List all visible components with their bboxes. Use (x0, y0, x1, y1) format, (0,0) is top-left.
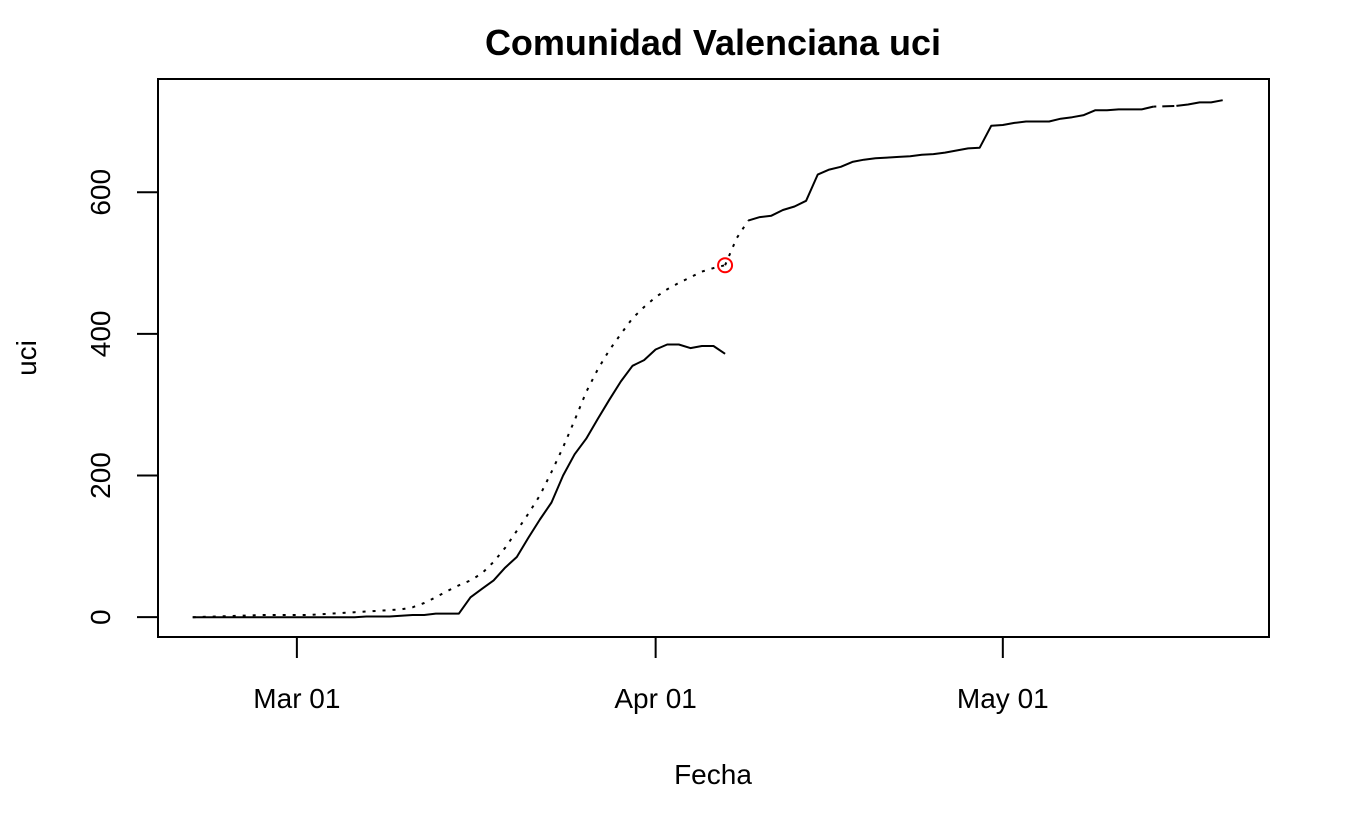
series-layer (192, 99, 1223, 619)
y-axis-label: uci (11, 340, 42, 376)
y-axis: 0 200 400 600 (85, 169, 159, 625)
x-axis-label: Fecha (674, 759, 752, 790)
x-tick-label: May 01 (957, 683, 1049, 714)
x-tick-label: Mar 01 (253, 683, 340, 714)
y-tick-label: 200 (85, 452, 116, 499)
y-tick-label: 600 (85, 169, 116, 216)
x-axis: Mar 01 Apr 01 May 01 (253, 636, 1049, 714)
y-tick-label: 0 (85, 609, 116, 625)
y-tick-label: 400 (85, 311, 116, 358)
series-line-4 (747, 105, 1154, 222)
x-tick-label: Apr 01 (614, 683, 697, 714)
highlight-marker-1 (717, 257, 734, 274)
series-line-5 (1153, 104, 1177, 108)
marker-layer (717, 257, 734, 274)
series-line-1 (192, 264, 726, 619)
plot-frame (157, 78, 1270, 638)
series-line-2 (192, 343, 726, 619)
chart-title: Comunidad Valenciana uci (485, 22, 941, 63)
series-line-6 (1176, 99, 1223, 107)
